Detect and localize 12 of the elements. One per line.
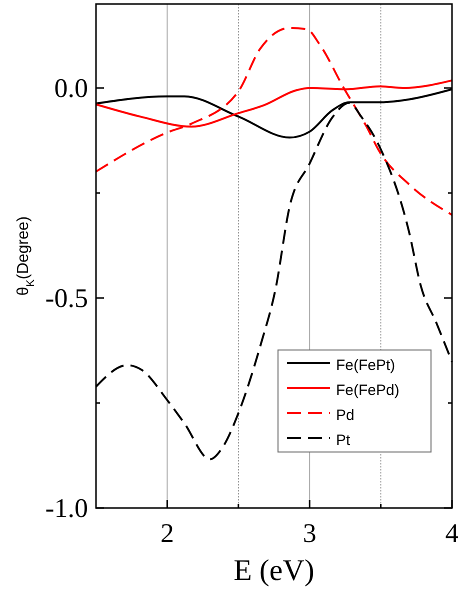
x-tick-label: 3 (302, 518, 316, 548)
legend-label: Pd (336, 407, 354, 424)
legend-label: Pt (336, 432, 352, 449)
legend-label: Fe(FePd) (336, 382, 400, 399)
y-tick-label: -1.0 (45, 493, 88, 523)
x-tick-label: 4 (445, 518, 458, 548)
x-tick-label: 2 (160, 518, 174, 548)
line-series (95, 26, 453, 216)
y-tick-label: 0.0 (54, 73, 88, 103)
y-tick-label: -0.5 (45, 283, 88, 313)
x-axis-title: E (eV) (234, 554, 314, 587)
legend-label: Fe(FePt) (336, 357, 396, 374)
